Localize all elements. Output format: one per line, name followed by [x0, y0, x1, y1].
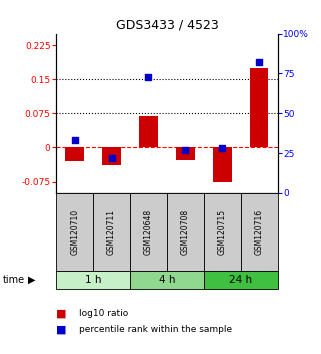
Bar: [176, 147, 195, 160]
Bar: [250, 68, 268, 147]
Text: GSM120711: GSM120711: [107, 209, 116, 255]
Text: 4 h: 4 h: [159, 275, 175, 285]
Text: 1 h: 1 h: [85, 275, 101, 285]
Point: [72, 137, 77, 143]
Text: 24 h: 24 h: [229, 275, 252, 285]
Text: log10 ratio: log10 ratio: [79, 309, 128, 318]
Bar: [167, 193, 204, 271]
Bar: [139, 116, 158, 147]
Bar: [241, 193, 278, 271]
Bar: [130, 271, 204, 289]
Bar: [102, 147, 121, 165]
Point: [220, 145, 225, 151]
Text: ■: ■: [56, 324, 67, 334]
Bar: [204, 193, 241, 271]
Title: GDS3433 / 4523: GDS3433 / 4523: [116, 18, 218, 31]
Bar: [204, 271, 278, 289]
Text: GSM120708: GSM120708: [181, 209, 190, 255]
Bar: [213, 147, 231, 182]
Point: [109, 155, 114, 161]
Text: GSM120710: GSM120710: [70, 209, 79, 255]
Text: GSM120715: GSM120715: [218, 209, 227, 255]
Point: [146, 74, 151, 80]
Bar: [130, 193, 167, 271]
Text: GSM120648: GSM120648: [144, 209, 153, 255]
Bar: [93, 193, 130, 271]
Point: [183, 147, 188, 153]
Text: ▶: ▶: [28, 275, 36, 285]
Text: GSM120716: GSM120716: [255, 209, 264, 255]
Point: [256, 59, 262, 65]
Bar: [56, 271, 130, 289]
Text: percentile rank within the sample: percentile rank within the sample: [79, 325, 232, 334]
Text: time: time: [3, 275, 25, 285]
Bar: [56, 193, 93, 271]
Bar: [65, 147, 84, 161]
Text: ■: ■: [56, 308, 67, 318]
